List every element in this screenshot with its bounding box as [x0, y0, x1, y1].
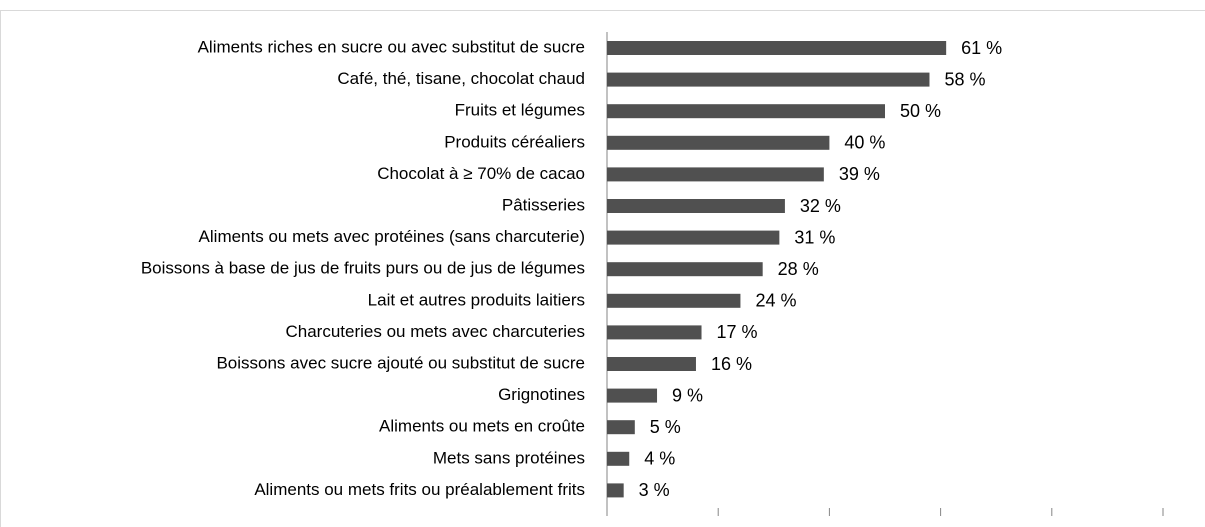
category-label: Chocolat à ≥ 70% de cacao — [377, 164, 585, 183]
category-label: Grignotines — [498, 385, 585, 404]
value-label: 3 % — [639, 480, 670, 500]
bar — [607, 262, 763, 277]
value-label: 16 % — [711, 354, 752, 374]
value-label: 39 % — [839, 164, 880, 184]
value-label: 61 % — [961, 38, 1002, 58]
bar — [607, 41, 947, 55]
frame — [0, 10, 1205, 527]
bar — [607, 72, 930, 87]
category-label: Fruits et légumes — [455, 101, 585, 120]
bar — [607, 451, 630, 466]
value-label: 58 % — [944, 69, 985, 89]
bar — [607, 135, 830, 150]
category-label: Café, thé, tisane, chocolat chaud — [337, 69, 585, 88]
category-label: Boissons à base de jus de fruits purs ou… — [141, 259, 585, 278]
bar — [607, 199, 785, 213]
bar — [607, 388, 658, 403]
bar — [607, 167, 824, 182]
category-label: Aliments ou mets avec protéines (sans ch… — [199, 227, 585, 246]
category-label: Aliments ou mets en croûte — [379, 417, 585, 436]
category-label: Pâtisseries — [502, 195, 585, 214]
value-label: 17 % — [717, 322, 758, 342]
value-label: 24 % — [755, 291, 796, 311]
bar — [607, 483, 624, 498]
bar — [607, 104, 885, 119]
category-label: Mets sans protéines — [433, 448, 585, 467]
value-label: 28 % — [778, 259, 819, 279]
bar — [607, 325, 702, 340]
value-label: 31 % — [794, 227, 835, 247]
bar — [607, 230, 780, 245]
category-label: Lait et autres produits laitiers — [368, 290, 585, 309]
value-label: 40 % — [844, 133, 885, 153]
bar — [607, 420, 635, 435]
value-label: 50 % — [900, 101, 941, 121]
bar — [607, 357, 696, 371]
bar — [607, 293, 741, 308]
category-label: Boissons avec sucre ajouté ou substitut … — [216, 353, 585, 372]
category-label: Aliments ou mets frits ou préalablement … — [254, 480, 585, 499]
value-label: 5 % — [650, 417, 681, 437]
value-label: 9 % — [672, 385, 703, 405]
category-label: Charcuteries ou mets avec charcuteries — [285, 322, 585, 341]
category-label: Produits céréaliers — [444, 132, 585, 151]
value-label: 32 % — [800, 196, 841, 216]
category-label: Aliments riches en sucre ou avec substit… — [198, 37, 585, 56]
value-label: 4 % — [644, 449, 675, 469]
